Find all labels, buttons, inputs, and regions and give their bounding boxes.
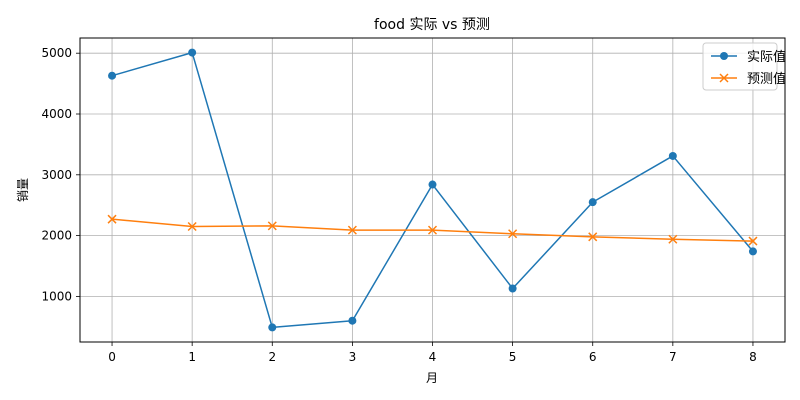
- data-point: [748, 236, 758, 246]
- x-marker-stroke: [267, 221, 277, 231]
- series-layer: [107, 48, 758, 332]
- grid: [80, 38, 785, 342]
- x-axis: 0 1 2 3 4 5 6 7 8: [108, 342, 757, 364]
- y-axis-label: 销量: [16, 178, 30, 202]
- x-tick-label: 2: [268, 350, 276, 364]
- x-marker-stroke: [107, 214, 117, 224]
- x-tick-label: 8: [749, 350, 757, 364]
- data-point: [668, 234, 678, 244]
- data-point: [588, 232, 598, 242]
- legend-marker: [720, 52, 728, 60]
- y-axis: 1000 2000 3000 4000 5000: [41, 46, 80, 303]
- x-marker-stroke: [427, 225, 438, 235]
- x-marker-stroke: [508, 229, 518, 239]
- legend-item: 预测值: [711, 71, 786, 87]
- x-marker-stroke: [347, 225, 357, 235]
- x-tick-label: 1: [188, 350, 196, 364]
- data-point: [588, 198, 597, 207]
- x-tick-label: 0: [108, 350, 116, 364]
- data-point: [188, 48, 197, 57]
- data-point: [668, 151, 677, 160]
- y-tick-label: 3000: [41, 168, 72, 182]
- series-1: [108, 48, 757, 332]
- data-point: [348, 316, 357, 325]
- data-point: [427, 225, 438, 235]
- data-point: [428, 180, 437, 189]
- chart-title: food 实际 vs 预测: [374, 17, 490, 33]
- data-point: [347, 225, 357, 235]
- y-tick-label: 2000: [41, 229, 72, 243]
- x-tick-label: 7: [669, 350, 677, 364]
- legend-item: 实际值: [711, 49, 786, 65]
- data-point: [508, 229, 518, 239]
- x-marker-stroke: [588, 232, 598, 242]
- legend-label: 实际值: [747, 49, 786, 65]
- x-tick-label: 5: [509, 350, 517, 364]
- data-point: [268, 323, 277, 332]
- x-marker-stroke: [668, 234, 678, 244]
- data-point: [267, 221, 277, 231]
- data-point: [108, 71, 117, 80]
- x-marker-stroke: [719, 73, 729, 83]
- legend-label: 预测值: [747, 71, 786, 87]
- data-point: [748, 247, 757, 256]
- legend-marker: [719, 73, 729, 83]
- y-tick-label: 4000: [41, 107, 72, 121]
- series-2: [107, 214, 758, 246]
- x-marker-stroke: [748, 236, 758, 246]
- data-point: [508, 284, 517, 293]
- data-point: [107, 214, 117, 224]
- y-tick-label: 1000: [41, 289, 72, 303]
- x-tick-label: 3: [349, 350, 357, 364]
- x-tick-label: 6: [589, 350, 597, 364]
- x-axis-label: 月: [426, 371, 438, 385]
- y-tick-label: 5000: [41, 46, 72, 60]
- x-tick-label: 4: [429, 350, 437, 364]
- x-marker-stroke: [187, 221, 197, 232]
- data-point: [187, 221, 197, 232]
